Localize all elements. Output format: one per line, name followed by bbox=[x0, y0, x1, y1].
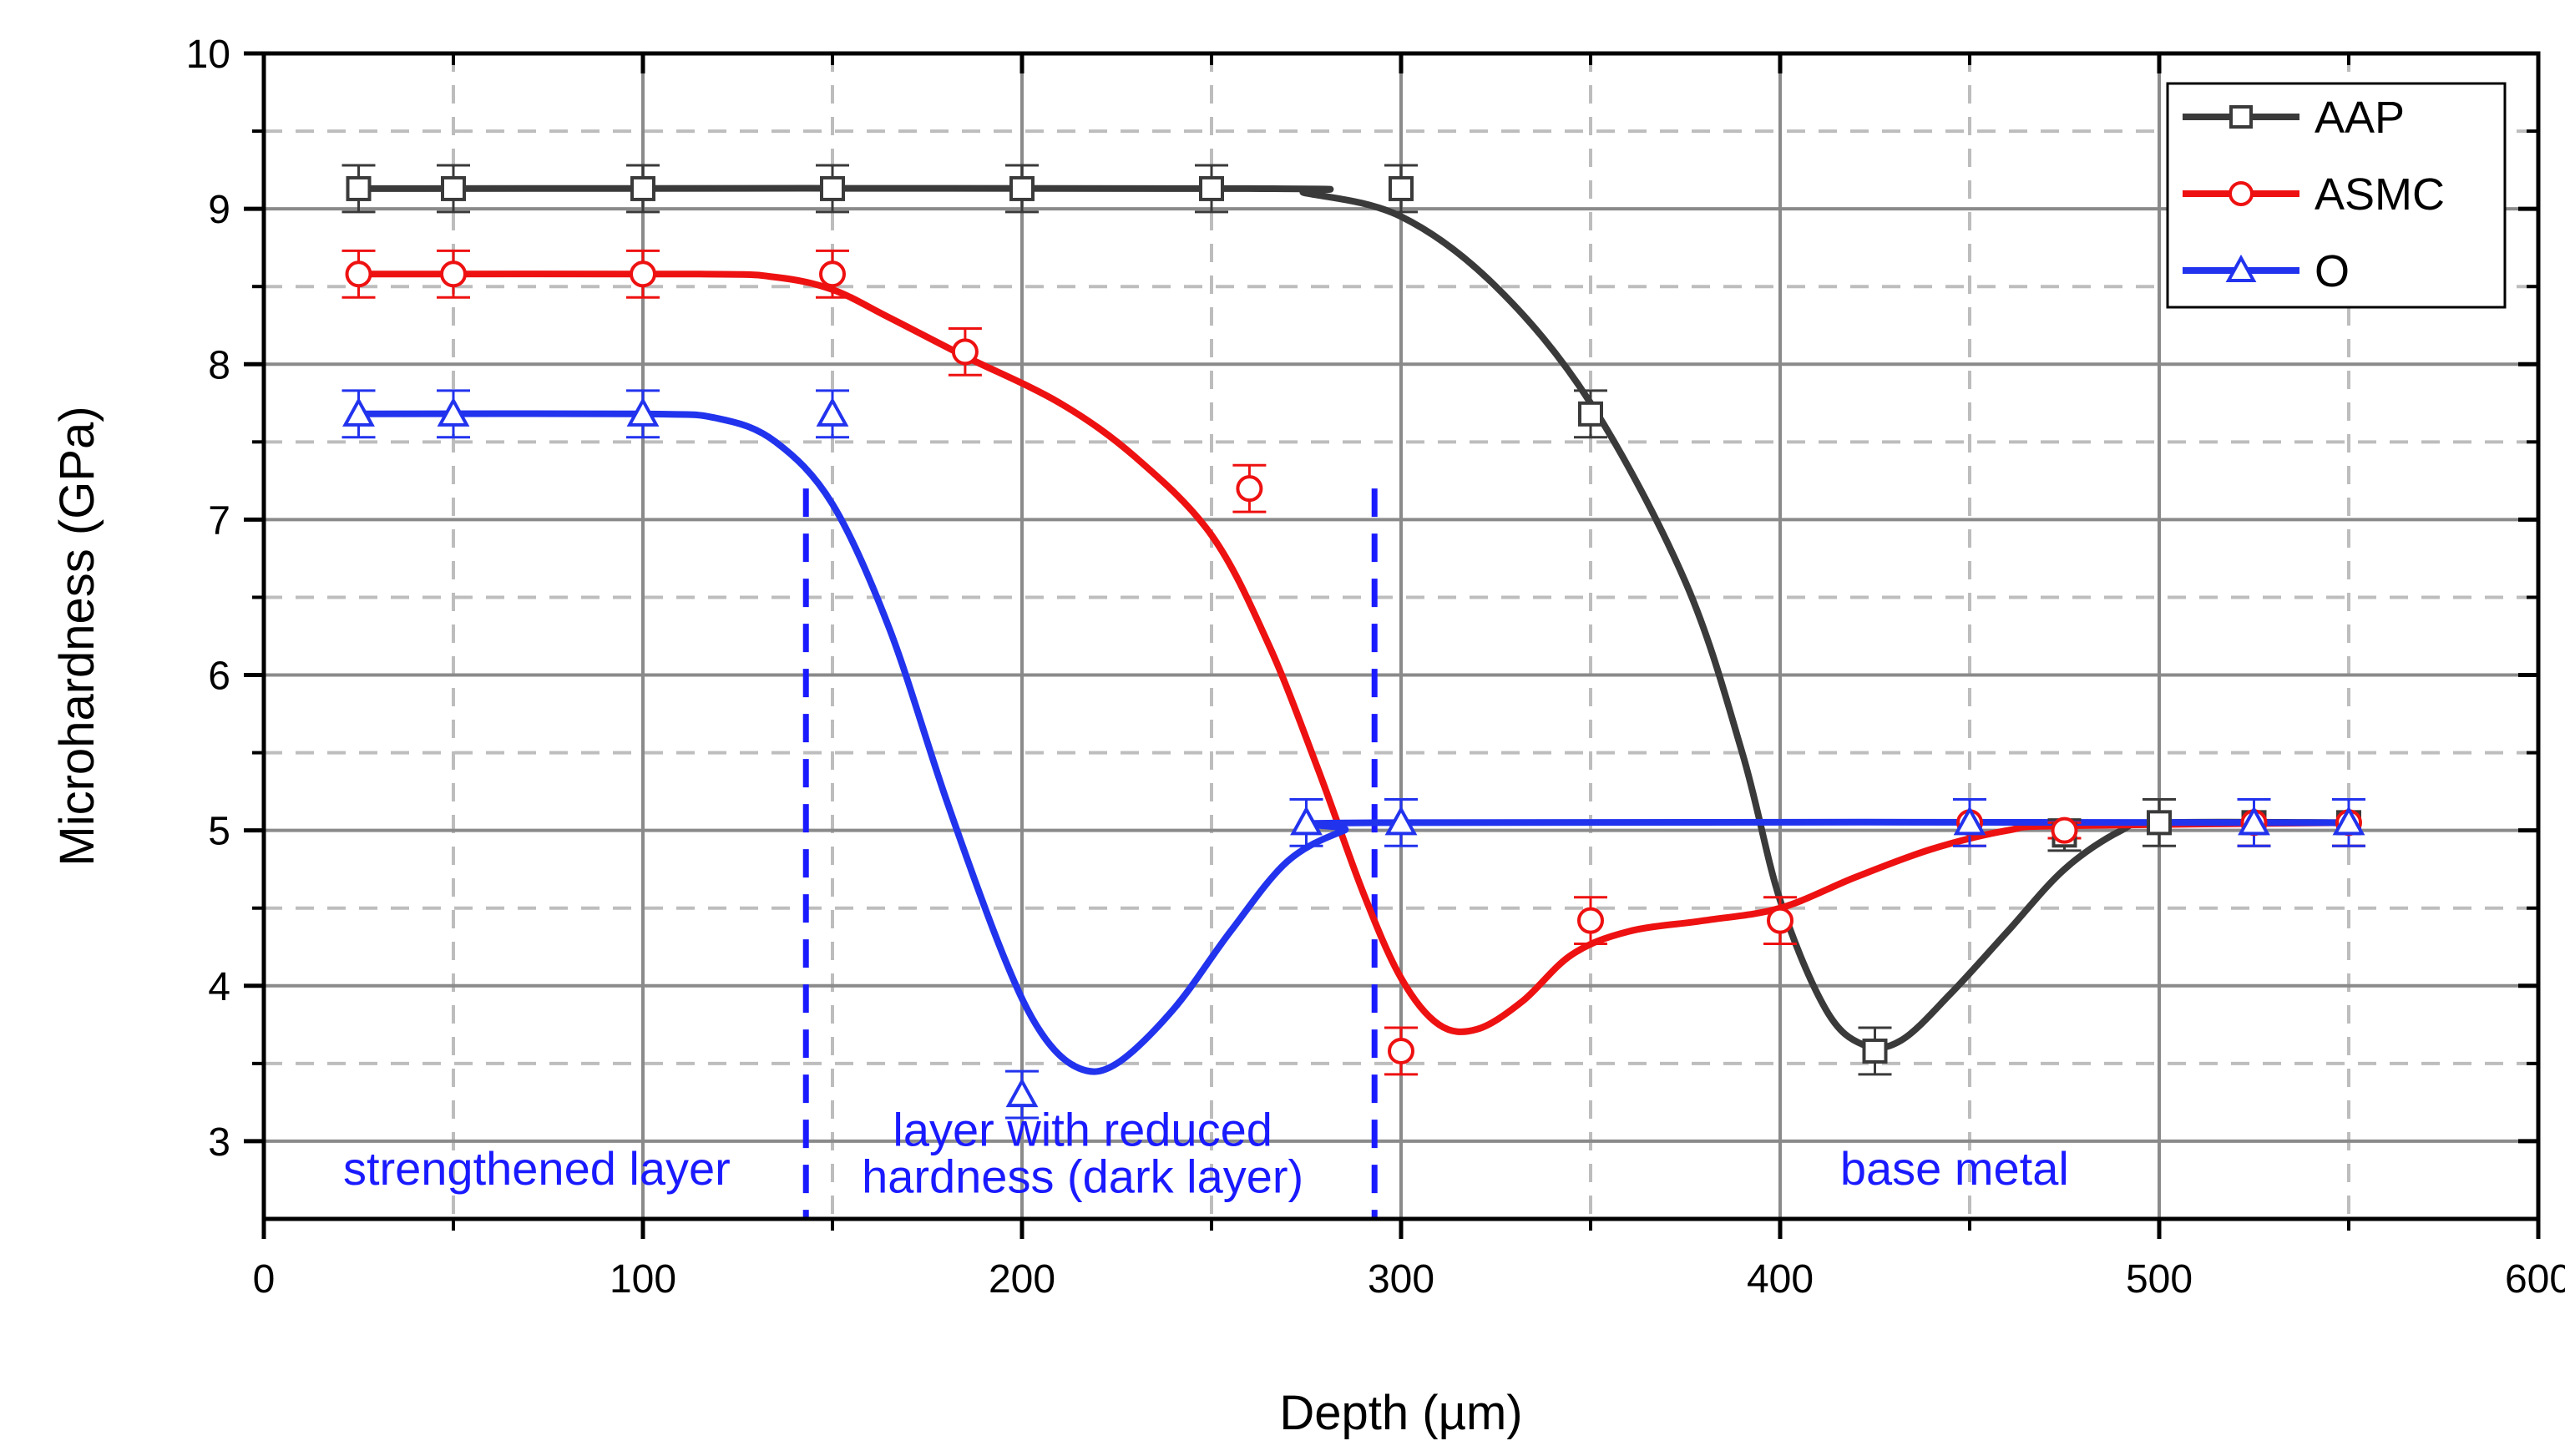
o-point bbox=[437, 397, 470, 427]
y-tick-label: 8 bbox=[208, 343, 230, 387]
o-point bbox=[1290, 806, 1323, 836]
x-axis-title: Depth (µm) bbox=[1279, 1386, 1522, 1440]
o-point bbox=[1384, 806, 1418, 836]
x-tick-label: 0 bbox=[253, 1257, 276, 1302]
o-curve bbox=[355, 410, 2352, 1075]
x-tick-label: 300 bbox=[1368, 1257, 1434, 1302]
error-bars bbox=[341, 164, 2365, 1120]
x-tick-label: 200 bbox=[989, 1257, 1055, 1302]
aap-point bbox=[1009, 175, 1035, 201]
y-tick-label: 10 bbox=[186, 33, 230, 77]
y-tick-label: 4 bbox=[208, 965, 230, 1009]
fit-curves bbox=[355, 185, 2352, 1075]
x-tick-label: 400 bbox=[1747, 1257, 1814, 1302]
region-labels: strengthened layer layer with reducedhard… bbox=[343, 1104, 2069, 1203]
aap-curve bbox=[355, 185, 2352, 1052]
region-label: base metal bbox=[1840, 1142, 2069, 1195]
asmc-point bbox=[345, 260, 372, 288]
asmc-point bbox=[951, 338, 979, 366]
aap-point bbox=[441, 175, 466, 201]
y-axis-title: Microhardness (GPa) bbox=[50, 406, 104, 866]
legend-marker-asmc bbox=[2229, 181, 2254, 206]
asmc-point bbox=[1388, 1037, 1414, 1064]
o-point bbox=[2238, 806, 2270, 836]
aap-point bbox=[820, 175, 845, 201]
y-tick-label: 5 bbox=[208, 810, 230, 854]
legend-marker-aap bbox=[2229, 105, 2253, 129]
x-tick-label: 100 bbox=[610, 1257, 676, 1302]
o-point bbox=[1005, 1077, 1039, 1108]
data-markers bbox=[342, 175, 2365, 1108]
legend: AAP ASMC O bbox=[2166, 82, 2507, 309]
asmc-point bbox=[1236, 475, 1263, 503]
aap-point bbox=[1578, 401, 1603, 427]
aap-point bbox=[1199, 175, 1224, 201]
legend-label-asmc: ASMC bbox=[2315, 169, 2445, 220]
asmc-point bbox=[1767, 907, 1793, 934]
aap-point bbox=[1862, 1038, 1888, 1064]
o-point bbox=[1953, 806, 1986, 836]
axis-ticks bbox=[244, 51, 2541, 1239]
grid bbox=[264, 53, 2538, 1219]
x-tick-label: 500 bbox=[2126, 1257, 2193, 1302]
asmc-point bbox=[630, 260, 656, 288]
region-label: layer with reduced bbox=[893, 1104, 1272, 1156]
region-dividers bbox=[802, 488, 1378, 1219]
o-point bbox=[626, 397, 660, 427]
o-point bbox=[342, 397, 375, 427]
y-tick-label: 7 bbox=[208, 498, 230, 543]
asmc-point bbox=[440, 260, 467, 288]
asmc-point bbox=[819, 260, 846, 288]
legend-label-o: O bbox=[2315, 246, 2350, 296]
aap-point bbox=[2147, 810, 2172, 836]
tick-labels: 0 100 200 300 400 500 600 3 4 5 6 7 8 9 10 bbox=[186, 33, 2565, 1302]
o-point bbox=[816, 397, 849, 427]
asmc-point bbox=[1577, 907, 1604, 934]
y-tick-label: 6 bbox=[208, 655, 230, 699]
asmc-point bbox=[2051, 816, 2078, 844]
aap-point bbox=[630, 175, 655, 201]
asmc-curve bbox=[355, 270, 2352, 1035]
y-tick-label: 9 bbox=[208, 188, 230, 232]
legend-label-aap: AAP bbox=[2315, 93, 2405, 143]
aap-point bbox=[346, 175, 372, 201]
y-tick-label: 3 bbox=[208, 1120, 230, 1165]
legend-marker-o bbox=[2225, 254, 2257, 282]
region-label: hardness (dark layer) bbox=[862, 1150, 1303, 1202]
o-point bbox=[2332, 806, 2365, 836]
region-label: strengthened layer bbox=[343, 1142, 731, 1195]
x-tick-label: 600 bbox=[2505, 1257, 2565, 1302]
aap-point bbox=[1389, 175, 1414, 201]
